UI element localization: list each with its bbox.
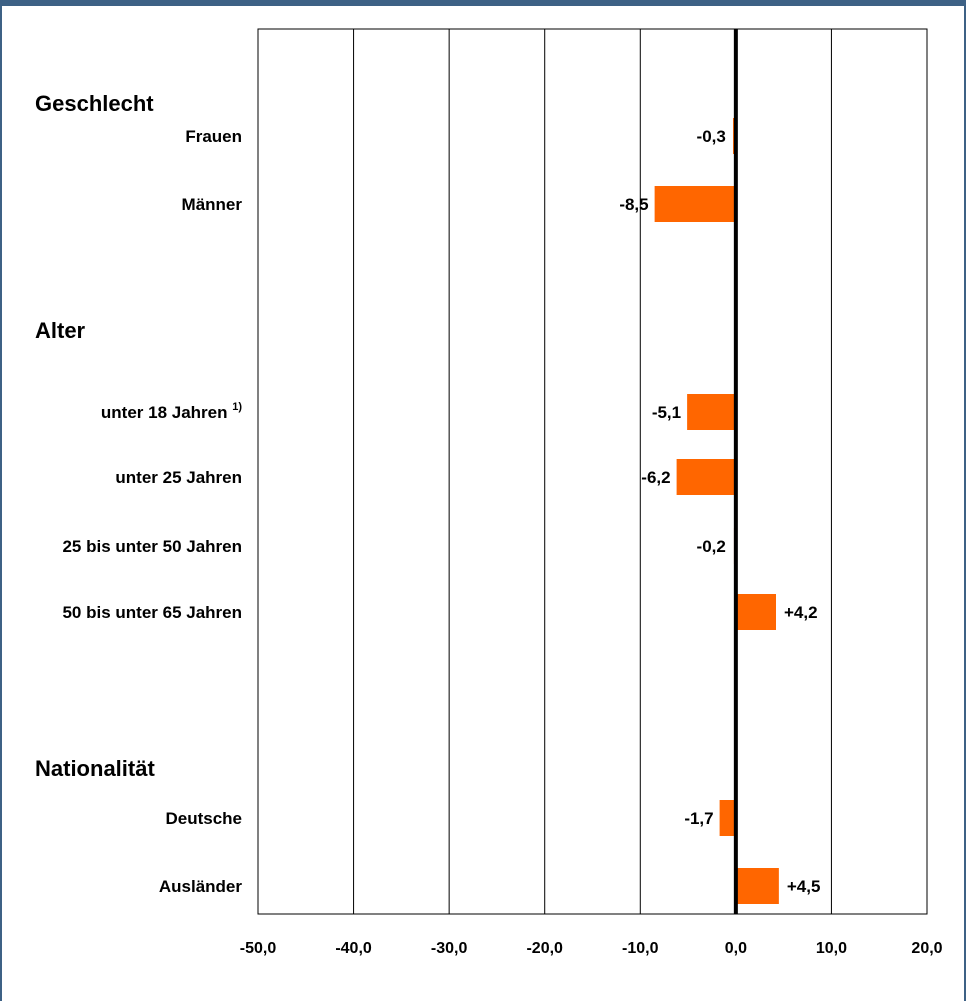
plot-area-border [257, 28, 928, 915]
bar-chart: Geschlecht Frauen Männer Alter unter 18 Jahr… [35, 28, 943, 957]
value-label: -0,3 [697, 127, 726, 146]
bar [654, 186, 736, 222]
value-label: +4,5 [787, 877, 821, 896]
x-tick-label: -40,0 [335, 940, 372, 957]
x-tick-label: -50,0 [240, 940, 277, 957]
value-label: -8,5 [619, 195, 648, 214]
value-label: -0,2 [697, 537, 726, 556]
bar [719, 800, 736, 836]
category-label: 25 bis unter 50 Jahren [62, 537, 242, 556]
category-label: unter 18 Jahren 1) [101, 401, 242, 422]
value-label: +4,2 [784, 603, 818, 622]
value-label: -1,7 [684, 809, 713, 828]
bars [654, 118, 779, 904]
bar [735, 594, 776, 630]
x-tick-label: 20,0 [911, 940, 942, 957]
category-label: Deutsche [165, 809, 242, 828]
value-label: -6,2 [641, 468, 670, 487]
bar [676, 459, 736, 495]
x-axis-ticks: -50,0 -40,0 -30,0 -20,0 -10,0 0,0 10,0 20,0 [240, 940, 943, 957]
grid-lines [353, 29, 832, 914]
bar [735, 868, 779, 904]
value-label: -5,1 [652, 403, 681, 422]
x-tick-label: -10,0 [622, 940, 659, 957]
category-label: Frauen [185, 127, 242, 146]
value-labels: -0,3 -8,5 -5,1 -6,2 -0,2 +4,2 -1,7 +4,5 [619, 127, 820, 896]
x-tick-label: 10,0 [816, 940, 847, 957]
x-tick-label: 0,0 [725, 940, 747, 957]
group-title: Nationalität [35, 756, 155, 781]
category-label: Ausländer [159, 877, 243, 896]
x-tick-label: -30,0 [431, 940, 468, 957]
category-labels: Geschlecht Frauen Männer Alter unter 18 Jahr… [35, 91, 242, 896]
x-tick-label: -20,0 [526, 940, 563, 957]
group-title: Alter [35, 318, 86, 343]
bar [687, 394, 736, 430]
category-label: unter 25 Jahren [115, 468, 242, 487]
category-label: 50 bis unter 65 Jahren [62, 603, 242, 622]
category-label: Männer [182, 195, 243, 214]
group-title: Geschlecht [35, 91, 154, 116]
